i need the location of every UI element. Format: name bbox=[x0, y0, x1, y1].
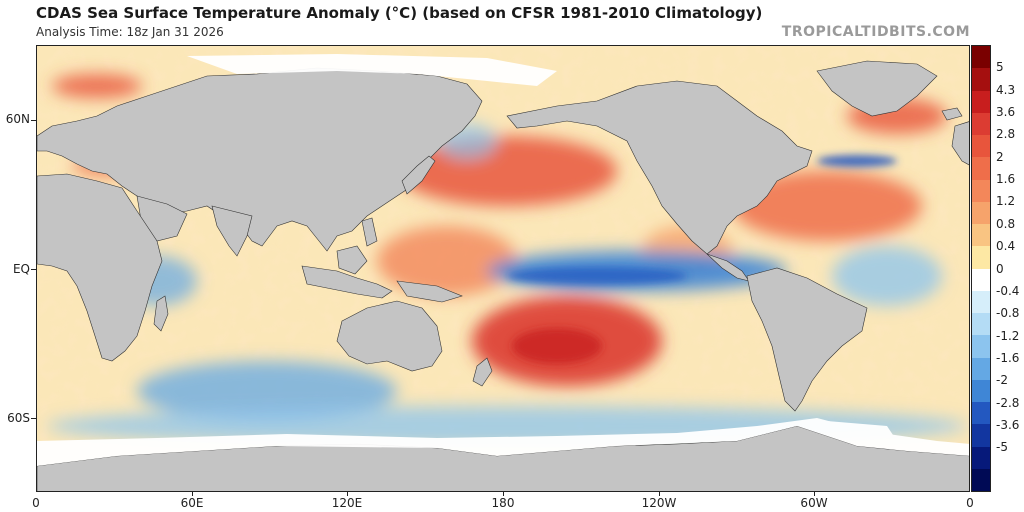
lat-label-eq: EQ bbox=[12, 262, 30, 276]
colorbar-segment bbox=[972, 224, 990, 247]
colorbar-label: 3.6 bbox=[996, 105, 1016, 120]
borneo-land bbox=[336, 245, 368, 275]
colorbar-label: 4.3 bbox=[996, 82, 1016, 97]
colorbar-segment bbox=[972, 68, 990, 91]
lon-tick-120w bbox=[659, 492, 660, 496]
lat-label-60s: 60S bbox=[7, 411, 30, 425]
lat-tick-eq bbox=[31, 269, 36, 270]
colorbar-label: -5 bbox=[996, 440, 1008, 455]
madagascar-land bbox=[153, 295, 169, 332]
colorbar-label: 0.8 bbox=[996, 216, 1016, 231]
watermark: TROPICALTIDBITS.COM bbox=[781, 24, 970, 40]
colorbar-segment bbox=[972, 246, 990, 269]
colorbar-segment bbox=[972, 468, 990, 491]
colorbar-segment bbox=[972, 135, 990, 158]
colorbar-label: -3.6 bbox=[996, 417, 1020, 432]
colorbar-label: 0 bbox=[996, 261, 1004, 276]
colorbar-label: 1.2 bbox=[996, 194, 1016, 209]
new-zealand-land bbox=[472, 357, 493, 387]
colorbar-segment bbox=[972, 335, 990, 358]
lon-label-60w: 60W bbox=[800, 496, 828, 510]
africa-land bbox=[37, 173, 163, 362]
colorbar-segment bbox=[972, 201, 990, 224]
colorbar-label: -0.8 bbox=[996, 306, 1020, 321]
colorbar-segment bbox=[972, 46, 990, 69]
colorbar-label: 2 bbox=[996, 149, 1004, 164]
lon-label-0-right: 0 bbox=[966, 496, 974, 510]
sst-anomaly-map bbox=[36, 45, 970, 492]
colorbar-segment bbox=[972, 446, 990, 469]
colorbar-segment bbox=[972, 379, 990, 402]
colorbar-label: -2 bbox=[996, 373, 1008, 388]
colorbar-segment bbox=[972, 268, 990, 291]
south-indian-cool-anomaly bbox=[137, 361, 397, 421]
sea-ice-layer bbox=[37, 54, 969, 466]
philippines-land bbox=[361, 217, 378, 247]
gulf-stream-cool-streak bbox=[817, 155, 897, 167]
land-layer bbox=[37, 60, 969, 491]
lon-label-120w: 120W bbox=[641, 496, 677, 510]
lon-label-0: 0 bbox=[32, 496, 40, 510]
colorbar-label: 5 bbox=[996, 60, 1004, 75]
weddell-sea-ice bbox=[827, 421, 897, 446]
lat-tick-60n bbox=[31, 120, 36, 121]
colorbar-label: 0.4 bbox=[996, 239, 1016, 254]
indonesia-land bbox=[301, 265, 393, 299]
colorbar-segment bbox=[972, 157, 990, 180]
colorbar-segment bbox=[972, 402, 990, 425]
lon-label-60e: 60E bbox=[180, 496, 204, 510]
iceland-land bbox=[941, 107, 963, 121]
lon-label-180: 180 bbox=[491, 496, 515, 510]
eurasia-land bbox=[37, 67, 483, 252]
antarctic-sea-ice bbox=[37, 418, 969, 466]
colorbar bbox=[971, 45, 991, 492]
colorbar-label: -0.4 bbox=[996, 283, 1020, 298]
analysis-time: Analysis Time: 18z Jan 31 2026 bbox=[36, 25, 224, 39]
india-land bbox=[211, 205, 253, 257]
chart-title: CDAS Sea Surface Temperature Anomaly (°C… bbox=[36, 4, 763, 22]
new-guinea-land bbox=[396, 280, 463, 303]
north-america-land bbox=[506, 80, 813, 255]
australia-land bbox=[336, 300, 443, 372]
europe-west-land bbox=[951, 121, 969, 166]
north-atlantic-warm-anomaly bbox=[732, 171, 922, 241]
colorbar-label: -2.8 bbox=[996, 395, 1020, 410]
colorbar-label: -1.6 bbox=[996, 350, 1020, 365]
lon-tick-180 bbox=[503, 492, 504, 496]
barents-sea-warm-anomaly bbox=[52, 74, 142, 98]
west-pacific-warm-anomaly bbox=[377, 226, 517, 296]
colorbar-label: 1.6 bbox=[996, 172, 1016, 187]
lon-label-120e: 120E bbox=[331, 496, 363, 510]
japan-land bbox=[401, 155, 436, 195]
colorbar-segment bbox=[972, 357, 990, 380]
lon-tick-120e bbox=[347, 492, 348, 496]
lat-tick-60s bbox=[31, 418, 36, 419]
colorbar-segment bbox=[972, 179, 990, 202]
south-america-land bbox=[746, 267, 868, 412]
colorbar-label: -1.2 bbox=[996, 328, 1020, 343]
colorbar-segment bbox=[972, 112, 990, 135]
colorbar-segment bbox=[972, 313, 990, 336]
arctic-sea-ice bbox=[187, 54, 557, 86]
south-pacific-hot-core bbox=[512, 328, 602, 364]
nino34-cold-core bbox=[507, 267, 687, 285]
lon-tick-60e bbox=[192, 492, 193, 496]
colorbar-segment bbox=[972, 90, 990, 113]
colorbar-segment bbox=[972, 424, 990, 447]
lat-label-60n: 60N bbox=[5, 112, 30, 126]
greenland-land bbox=[816, 60, 938, 117]
lon-tick-60w bbox=[814, 492, 815, 496]
tropical-atlantic-cool-patch bbox=[832, 246, 942, 306]
colorbar-segment bbox=[972, 290, 990, 313]
colorbar-label: 2.8 bbox=[996, 127, 1016, 142]
